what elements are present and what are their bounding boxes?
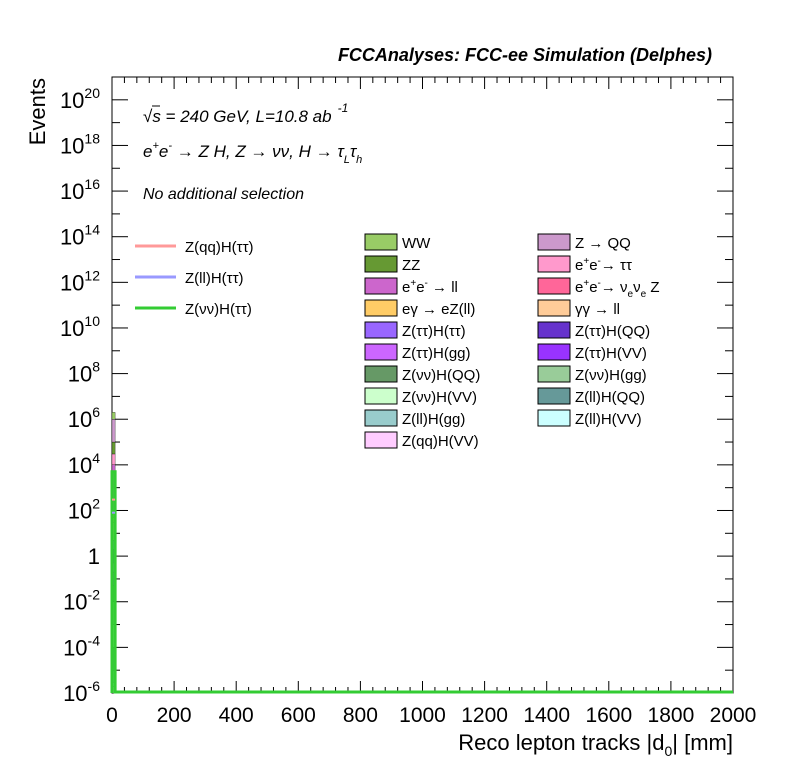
legend-label: Z(ll)H(gg) — [402, 411, 465, 428]
y-tick-label: 1014 — [60, 222, 100, 250]
legend-swatch — [364, 409, 398, 427]
legend-swatch — [537, 409, 571, 427]
legend-label: Z(qq)H(ττ) — [185, 239, 254, 256]
legend-label: Z(ττ)H(gg) — [402, 345, 471, 362]
selection-annotation: No additional selection — [143, 186, 304, 203]
legend-swatch — [364, 343, 398, 361]
legend-swatch — [537, 277, 571, 295]
y-tick-label: 1 — [88, 544, 100, 569]
y-tick-label: 1016 — [60, 176, 100, 204]
legend: Z(qq)H(ττ) Z(ll)H(ττ) Z(νν)H(ττ) WW Z → QQ ZZ… — [135, 233, 660, 450]
y-tick-label: 1012 — [60, 267, 100, 295]
legend-swatch — [537, 299, 571, 317]
legend-label: Z(qq)H(VV) — [402, 433, 479, 450]
process-annotation: e+e- → Z H, Z → νν, H → τLτh — [143, 140, 362, 166]
x-tick-label: 200 — [157, 704, 192, 727]
x-tick-label: 1200 — [461, 704, 508, 727]
legend-swatch — [537, 255, 571, 273]
legend-swatch — [364, 431, 398, 449]
legend-label: Z(ll)H(QQ) — [575, 389, 645, 406]
legend-label: Z(ll)H(ττ) — [185, 270, 244, 287]
x-tick-label: 1400 — [523, 704, 570, 727]
legend-label: Z(ττ)H(ττ) — [402, 323, 466, 340]
legend-label: Z(ττ)H(VV) — [575, 345, 647, 362]
chart-title: FCCAnalyses: FCC-ee Simulation (Delphes) — [338, 45, 712, 65]
x-tick-label: 2000 — [710, 704, 757, 727]
legend-swatch — [364, 387, 398, 405]
x-tick-label: 1800 — [648, 704, 695, 727]
legend-swatch — [364, 299, 398, 317]
legend-label: Z(ττ)H(QQ) — [575, 323, 650, 340]
legend-label: Z(νν)H(gg) — [575, 367, 647, 384]
legend-label: Z(νν)H(ττ) — [185, 301, 252, 318]
legend-swatch — [537, 233, 571, 251]
legend-label: Z → QQ — [575, 235, 631, 252]
bar-segment — [111, 441, 116, 455]
y-tick-label: 1010 — [60, 313, 100, 341]
legend-label: Z(νν)H(QQ) — [402, 367, 480, 384]
bar-segment — [111, 453, 116, 466]
legend-swatch — [537, 343, 571, 361]
legend-swatch — [364, 255, 398, 273]
legend-label: Z(νν)H(VV) — [402, 389, 477, 406]
x-axis-label: Reco lepton tracks |d0| [mm] — [458, 730, 733, 759]
y-tick-label: 1020 — [60, 85, 100, 113]
y-tick-label: 1018 — [60, 130, 100, 158]
y-tick-label: 10-4 — [63, 632, 100, 660]
x-tick-label: 600 — [281, 704, 316, 727]
legend-swatch — [364, 365, 398, 383]
signal-line — [110, 470, 733, 694]
legend-label: eγ → eZ(ll) — [402, 301, 475, 318]
y-tick-label: 108 — [68, 359, 100, 387]
legend-label: Z(ll)H(VV) — [575, 411, 642, 428]
bar-segment — [111, 412, 116, 420]
y-tick-label: 102 — [68, 495, 100, 523]
legend-swatch — [537, 365, 571, 383]
y-tick-label: 10-6 — [63, 678, 100, 706]
legend-label: e+e-→ ττ — [575, 256, 632, 274]
legend-label: e+e- → ll — [402, 278, 458, 296]
legend-swatch — [364, 277, 398, 295]
plot-frame — [111, 76, 734, 694]
legend-swatch — [364, 233, 398, 251]
x-tick-label: 400 — [219, 704, 254, 727]
x-tick-label: 1000 — [399, 704, 446, 727]
y-tick-label: 104 — [68, 450, 100, 478]
x-tick-label: 0 — [106, 704, 118, 727]
y-tick-label: 10-2 — [63, 587, 100, 615]
axis-ticks: 0 200 400 600 800 1000 1200 1400 1600 1800 2000 102… — [60, 77, 756, 727]
histogram-bars — [110, 412, 733, 694]
legend-label: WW — [402, 235, 431, 252]
legend-swatch — [364, 321, 398, 339]
x-tick-label: 800 — [343, 704, 378, 727]
y-axis-label: Events — [25, 78, 50, 145]
legend-label: ZZ — [402, 257, 420, 274]
legend-swatch — [537, 387, 571, 405]
bar-segment — [111, 419, 116, 443]
legend-swatch — [537, 321, 571, 339]
y-tick-label: 106 — [68, 404, 100, 432]
legend-label: γγ → ll — [575, 301, 620, 318]
legend-label: e+e-→ νeνe Z — [575, 278, 660, 300]
energy-annotation: √s = 240 GeV, L=10.8 ab -1 — [143, 101, 348, 126]
x-tick-label: 1600 — [585, 704, 632, 727]
